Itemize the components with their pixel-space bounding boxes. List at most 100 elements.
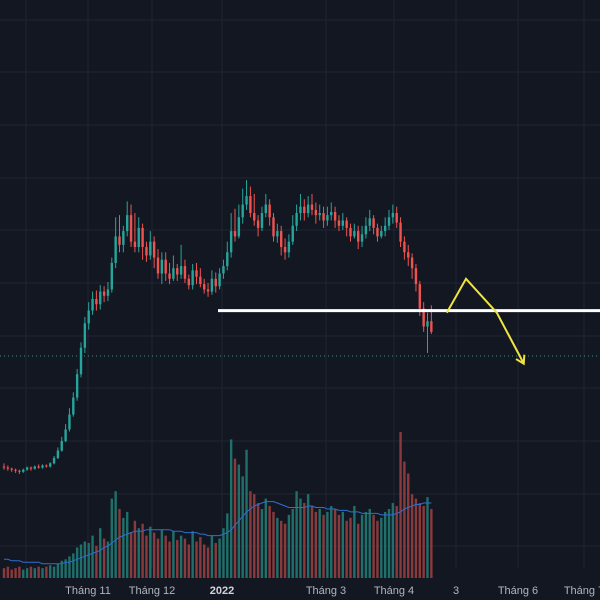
candle — [264, 193, 267, 218]
volume-bar — [2, 568, 6, 580]
volume-bar — [83, 541, 87, 580]
candle-body — [172, 268, 175, 279]
volume-bar — [299, 498, 302, 580]
candle — [368, 209, 371, 232]
candle — [330, 202, 333, 221]
candle — [25, 466, 29, 471]
volume-bar — [37, 566, 40, 580]
volume-bar — [129, 532, 133, 580]
candle — [106, 281, 110, 302]
volume-bar — [149, 526, 152, 580]
volume-bar — [176, 540, 179, 580]
candle-body — [79, 347, 83, 375]
candle-body — [383, 225, 387, 232]
candle — [160, 252, 164, 285]
volume-bar — [387, 508, 391, 580]
volume-bar — [399, 432, 402, 580]
volume-bar — [49, 565, 52, 580]
candle — [341, 213, 344, 231]
candle-body — [233, 231, 237, 237]
volume-bar — [410, 494, 414, 580]
candle — [353, 223, 356, 239]
candle — [218, 268, 221, 290]
volume-bar — [110, 498, 113, 580]
candle-body — [183, 266, 187, 279]
volume-bar — [52, 566, 56, 580]
candle-body — [114, 236, 117, 263]
candle-body — [241, 204, 244, 218]
volume-bar — [268, 506, 271, 580]
candle-body — [179, 266, 183, 275]
candle-body — [380, 231, 383, 237]
volume-bar — [229, 439, 233, 580]
volume-ma-line — [4, 501, 432, 565]
candle-body — [72, 397, 75, 415]
volume-bar — [203, 544, 206, 580]
volume-bar — [368, 508, 371, 580]
candle-body — [141, 227, 144, 247]
candle-body — [91, 298, 94, 311]
candle — [403, 236, 406, 260]
volume-bar — [360, 514, 364, 580]
candle — [306, 196, 310, 218]
candle-body — [33, 466, 36, 469]
volume-bar — [376, 520, 379, 580]
candle — [322, 206, 325, 228]
volume-bar — [353, 506, 356, 580]
candle — [179, 244, 183, 279]
candle-body — [333, 211, 337, 221]
volume-bar — [156, 538, 160, 580]
candle — [83, 316, 87, 354]
x-tick-label: Tháng 11 — [65, 585, 111, 597]
volume-bar — [29, 566, 33, 580]
candle — [60, 436, 63, 452]
candle-body — [191, 270, 194, 286]
volume-bar — [79, 544, 83, 580]
candle-body — [45, 465, 48, 467]
candle — [376, 223, 379, 242]
volume-bar — [75, 547, 79, 580]
candle-body — [160, 259, 164, 274]
candle — [102, 286, 106, 303]
volume-bar — [322, 514, 325, 580]
volume-bar — [395, 506, 398, 580]
volume-bar — [122, 517, 125, 580]
candle — [72, 392, 75, 417]
volume-bar — [280, 520, 283, 580]
candle — [168, 262, 171, 285]
candle-body — [206, 289, 210, 292]
volume-bar — [414, 498, 418, 580]
candle-body — [22, 469, 25, 472]
x-tick-label: Tháng 3 — [306, 585, 346, 597]
volume-bar — [60, 560, 63, 580]
candle — [195, 262, 198, 285]
candle — [256, 215, 260, 237]
volume-bar — [160, 529, 164, 580]
candle — [145, 241, 148, 262]
candle — [391, 204, 395, 224]
candle-body — [60, 441, 63, 451]
candle-body — [299, 206, 302, 214]
candle-body — [345, 220, 348, 228]
candle — [372, 215, 375, 235]
candle — [41, 464, 44, 469]
candle — [295, 204, 298, 232]
candle — [52, 455, 56, 465]
volume-bar — [349, 517, 352, 580]
volume-bar — [141, 523, 144, 580]
candle-body — [106, 289, 110, 296]
volume-bar — [99, 528, 102, 580]
candle-body — [18, 470, 21, 472]
volume-bar — [222, 528, 225, 580]
candle — [222, 259, 225, 279]
candle — [122, 225, 125, 253]
volume-bar — [118, 508, 121, 580]
candle — [233, 208, 237, 242]
volume-bar — [41, 568, 44, 580]
candle — [245, 180, 248, 210]
volume-bar — [214, 543, 217, 580]
candle-body — [341, 220, 344, 226]
volume-bar — [345, 520, 348, 580]
candle-body — [264, 204, 267, 214]
